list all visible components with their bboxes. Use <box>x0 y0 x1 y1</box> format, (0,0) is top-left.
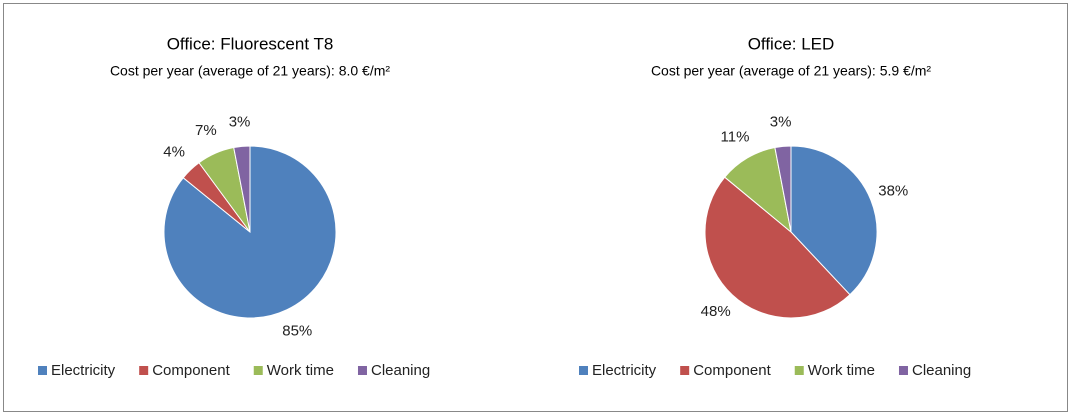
legend-label: Component <box>152 362 230 379</box>
legend-swatch <box>579 366 588 375</box>
legend-swatch <box>357 366 367 375</box>
data-label: 3% <box>770 113 792 130</box>
legend-label: Cleaning <box>912 362 971 379</box>
legend-swatch <box>38 366 47 375</box>
legend-swatch <box>139 366 149 375</box>
legend-swatch <box>794 366 804 375</box>
data-label: 7% <box>195 122 217 139</box>
legend-label: Electricity <box>51 362 116 379</box>
legend-label: Cleaning <box>371 362 430 379</box>
legend-swatch <box>253 366 263 375</box>
chart-subtitle: Cost per year (average of 21 years): 8.0… <box>110 63 390 79</box>
legend-label: Component <box>693 362 771 379</box>
data-label: 11% <box>721 128 750 145</box>
legend-label: Work time <box>267 362 334 379</box>
data-label: 38% <box>878 182 908 199</box>
pie-slice <box>233 145 251 233</box>
data-label: 3% <box>229 113 251 130</box>
data-label: 48% <box>701 303 731 320</box>
legend-label: Electricity <box>592 362 657 379</box>
chart-title: Office: Fluorescent T8 <box>167 34 334 53</box>
legend-swatch <box>898 366 908 375</box>
chart-title: Office: LED <box>748 34 835 53</box>
data-label: 4% <box>163 143 185 160</box>
pie-slice <box>790 145 878 296</box>
data-label: 85% <box>282 322 312 339</box>
pie-slice <box>704 176 851 319</box>
legend-label: Work time <box>808 362 875 379</box>
legend-swatch <box>680 366 690 375</box>
pie-slice <box>774 145 792 233</box>
chart-subtitle: Cost per year (average of 21 years): 5.9… <box>651 63 931 79</box>
